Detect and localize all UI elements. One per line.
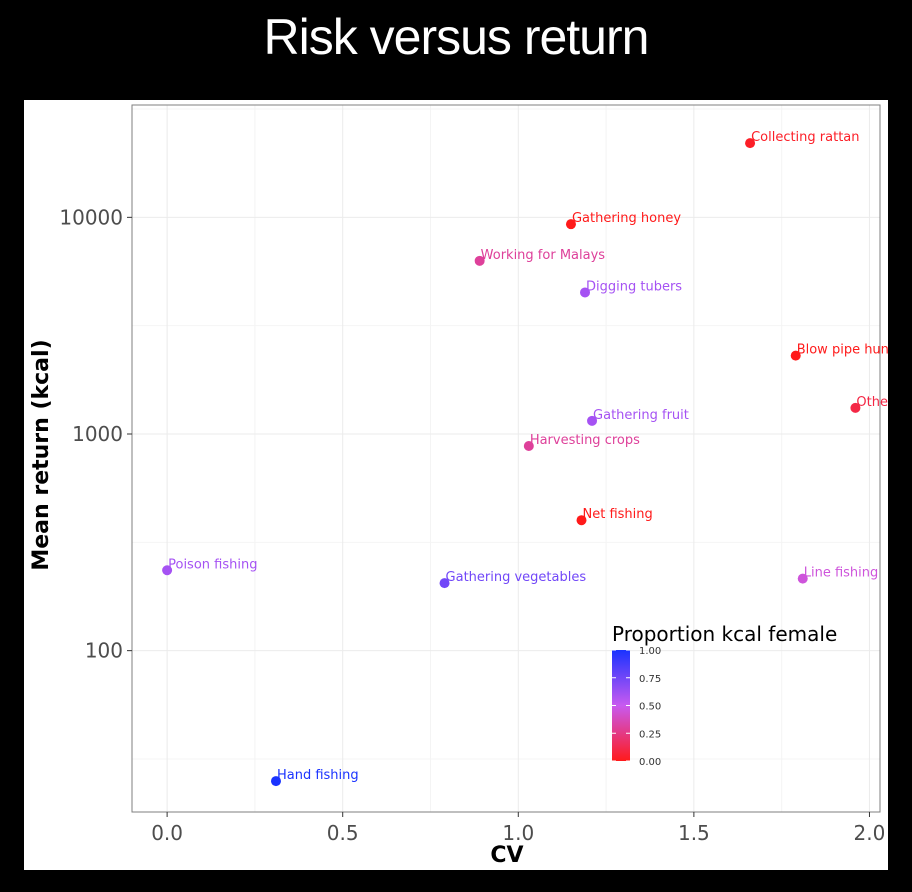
chart-panel: 0.0 0.5 1.0 1.5 2.0 100 1000 10000 Collecting …: [24, 100, 888, 870]
point-label: Gathering vegetables: [446, 570, 587, 585]
y-axis-title: Mean return (kcal): [29, 339, 54, 570]
x-axis-title: CV: [490, 843, 523, 868]
legend-ticks: 1.00 0.75 0.50 0.25 0.00: [612, 646, 661, 768]
data-point: [162, 565, 173, 576]
data-point: [587, 415, 598, 426]
legend-tick-label: 0.00: [639, 757, 661, 768]
data-point: [523, 441, 534, 452]
x-tick-label: 1.5: [678, 821, 710, 845]
x-tick-label: 1.0: [502, 821, 534, 845]
point-label: Gathering fruit: [593, 408, 689, 423]
legend-title: Proportion kcal female: [612, 622, 837, 646]
data-point: [474, 255, 485, 266]
x-tick-label: 0.5: [327, 821, 359, 845]
point-label: Line fishing: [804, 566, 879, 581]
major-grid: [132, 105, 880, 812]
point-label: Digging tubers: [586, 279, 682, 294]
data-point: [576, 515, 587, 526]
plot-border: [131, 104, 881, 813]
point-label: Hand fishing: [277, 768, 359, 783]
legend-tick-label: 0.50: [639, 702, 661, 713]
data-points: [162, 138, 861, 787]
x-tick-label: 2.0: [854, 821, 886, 845]
scatter-chart: 0.0 0.5 1.0 1.5 2.0 100 1000 10000 Collecting …: [29, 104, 888, 868]
data-point: [439, 578, 450, 589]
point-label: Harvesting crops: [530, 433, 640, 448]
slide-title: Risk versus return: [263, 9, 650, 65]
x-tick-label: 0.0: [151, 821, 183, 845]
y-axis-ticks: 100 1000 10000: [59, 205, 132, 663]
data-point: [745, 138, 756, 149]
data-point: [850, 402, 861, 413]
point-label: Othe: [856, 395, 888, 410]
point-label: Collecting rattan: [751, 130, 859, 145]
point-labels: Collecting rattan Gathering honey Working …: [168, 130, 888, 783]
point-label: Net fishing: [583, 507, 653, 522]
legend-tick-label: 0.25: [639, 729, 661, 740]
data-point: [580, 287, 591, 298]
data-point: [790, 350, 801, 361]
legend-tick-label: 0.75: [639, 674, 661, 685]
y-tick-label: 10000: [59, 205, 123, 229]
point-label: Poison fishing: [168, 557, 257, 572]
data-point: [797, 573, 808, 584]
minor-grid: [132, 105, 880, 812]
y-tick-label: 1000: [72, 422, 123, 446]
point-label: Blow pipe hun: [797, 343, 888, 358]
legend-colorbar: [612, 650, 630, 761]
data-point: [270, 776, 281, 787]
y-tick-label: 100: [85, 639, 123, 663]
color-legend: Proportion kcal female 1.00 0.75 0.50 0.25 0…: [612, 622, 837, 768]
x-axis-ticks: 0.0 0.5 1.0 1.5 2.0: [151, 812, 885, 845]
legend-tick-label: 1.00: [639, 646, 661, 657]
data-point: [565, 219, 576, 230]
point-label: Working for Malays: [481, 248, 606, 263]
point-label: Gathering honey: [572, 211, 681, 226]
